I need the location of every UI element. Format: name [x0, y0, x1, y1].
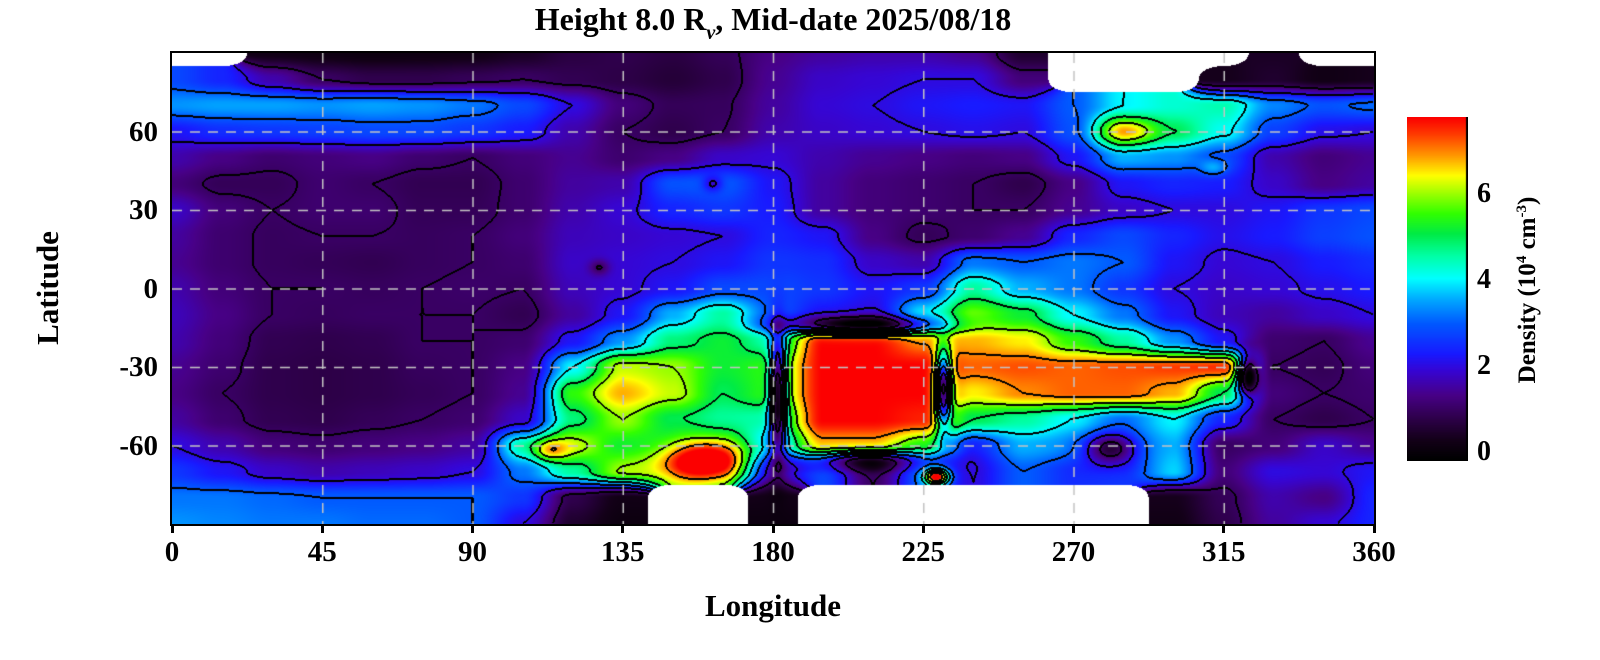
chart-title: Height 8.0 Rv, Mid-date 2025/08/18 — [172, 1, 1374, 45]
x-tick-label: 90 — [458, 536, 487, 568]
x-tick-label: 45 — [307, 536, 337, 568]
colorbar-tick-label: 4 — [1477, 264, 1491, 296]
x-tick-mark — [471, 524, 474, 533]
y-tick-label: -60 — [119, 429, 158, 462]
x-tick-label: 360 — [1352, 536, 1396, 568]
y-tick-label: 60 — [129, 115, 158, 148]
x-axis-label: Longitude — [704, 588, 842, 623]
colorbar-tick-label: 2 — [1477, 350, 1491, 382]
colorbar-canvas — [1407, 117, 1468, 461]
x-tick-mark — [1372, 524, 1376, 533]
x-tick-mark — [621, 524, 625, 533]
colorbar-tick-label: 0 — [1477, 436, 1491, 468]
x-tick-label: 135 — [601, 536, 645, 568]
plot-area — [170, 51, 1376, 526]
colorbar-tick-label: 6 — [1477, 178, 1491, 210]
x-tick-label: 225 — [901, 536, 946, 568]
y-tick-label: -30 — [119, 351, 158, 383]
y-tick-label: 30 — [129, 194, 158, 226]
chart-title-text: Height 8.0 R — [534, 1, 707, 37]
x-tick-label: 315 — [1202, 536, 1246, 568]
x-tick-mark — [1222, 524, 1226, 533]
x-tick-mark — [921, 524, 925, 533]
x-tick-label: 180 — [751, 536, 795, 568]
chart-title-subscript: v — [706, 22, 716, 44]
x-tick-mark — [170, 524, 174, 533]
y-tick-label: 0 — [143, 272, 159, 305]
colorbar — [1407, 117, 1468, 461]
x-tick-label: 0 — [164, 536, 180, 568]
heatmap-canvas — [172, 53, 1374, 524]
chart-title-date: , Mid-date 2025/08/18 — [715, 1, 1012, 37]
x-tick-mark — [771, 524, 775, 533]
x-tick-mark — [1072, 524, 1075, 533]
x-tick-mark — [320, 524, 324, 533]
x-tick-label: 270 — [1051, 536, 1096, 568]
